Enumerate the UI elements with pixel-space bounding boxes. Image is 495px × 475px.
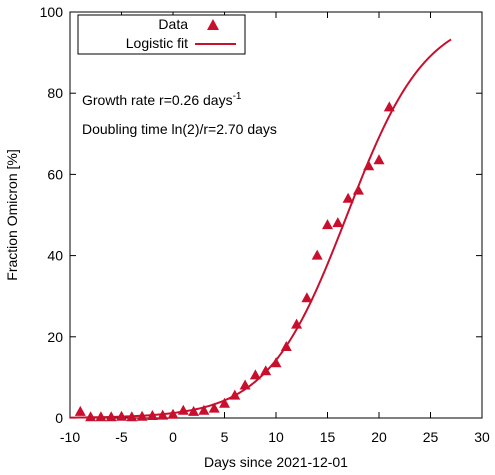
- data-point-triangle: [383, 101, 395, 112]
- x-axis-label: Days since 2021-12-01: [204, 454, 348, 470]
- data-point-triangle: [249, 369, 261, 380]
- x-tick-label: 15: [320, 429, 336, 445]
- data-point-triangle: [188, 405, 200, 416]
- x-tick-label: 25: [423, 429, 439, 445]
- axis-ticks: -10 -5 0 5 10 15 20 25 30 0 20 40 60 80 100: [40, 4, 490, 445]
- x-tick-label: 20: [371, 429, 387, 445]
- x-tick-label: 30: [474, 429, 490, 445]
- data-point-triangle: [352, 184, 364, 195]
- x-tick-label: -10: [60, 429, 80, 445]
- legend-triangle-marker: [207, 19, 219, 30]
- data-point-triangle: [270, 357, 282, 368]
- x-tick-label: 5: [221, 429, 229, 445]
- x-tick-label: 10: [268, 429, 284, 445]
- data-point-triangle: [85, 411, 97, 422]
- data-point-triangle: [363, 160, 375, 171]
- annotation-growth-rate: Growth rate r=0.26 days-1: [82, 91, 242, 108]
- x-tick-label: 0: [169, 429, 177, 445]
- data-point-triangle: [332, 217, 344, 228]
- y-tick-label: 0: [55, 410, 63, 426]
- data-point-triangle: [126, 411, 138, 422]
- data-point-triangle: [95, 411, 107, 422]
- plot-frame: [69, 11, 483, 419]
- data-point-triangle: [116, 410, 127, 421]
- data-point-triangle: [74, 405, 86, 416]
- y-tick-label: 80: [47, 85, 63, 101]
- data-point-triangle: [219, 397, 230, 408]
- data-point-triangle: [260, 365, 272, 376]
- annotation-growth-rate-sup: -1: [233, 91, 242, 102]
- data-point-triangle: [157, 409, 169, 420]
- data-point-triangle: [342, 192, 354, 203]
- y-tick-label: 60: [47, 166, 63, 182]
- data-point-triangle: [136, 410, 148, 421]
- data-point-triangle: [322, 219, 333, 230]
- legend-label-data: Data: [158, 16, 188, 32]
- annotation-doubling-time: Doubling time ln(2)/r=2.70 days: [82, 121, 277, 137]
- data-point-triangle: [291, 318, 303, 329]
- legend-label-fit: Logistic fit: [126, 35, 188, 51]
- data-point-triangle: [239, 379, 251, 390]
- data-points-group: [74, 101, 395, 422]
- data-point-triangle: [208, 402, 220, 413]
- data-point-triangle: [311, 249, 323, 260]
- data-point-triangle: [105, 411, 117, 422]
- data-point-triangle: [229, 389, 241, 400]
- data-point-triangle: [177, 404, 189, 415]
- data-point-triangle: [167, 408, 179, 419]
- legend: Data Logistic fit: [77, 14, 246, 55]
- y-tick-label: 100: [40, 4, 64, 20]
- legend-box: [77, 14, 246, 55]
- data-point-triangle: [198, 404, 210, 415]
- annotation-growth-rate-main: Growth rate r=0.26 days: [82, 92, 233, 108]
- data-point-triangle: [373, 154, 385, 165]
- data-point-triangle: [280, 340, 292, 351]
- data-point-triangle: [146, 409, 158, 420]
- x-tick-label: -5: [115, 429, 128, 445]
- y-axis-label: Fraction Omicron [%]: [4, 149, 20, 280]
- y-tick-label: 40: [47, 248, 63, 264]
- y-tick-label: 20: [47, 329, 63, 345]
- data-point-triangle: [301, 292, 313, 303]
